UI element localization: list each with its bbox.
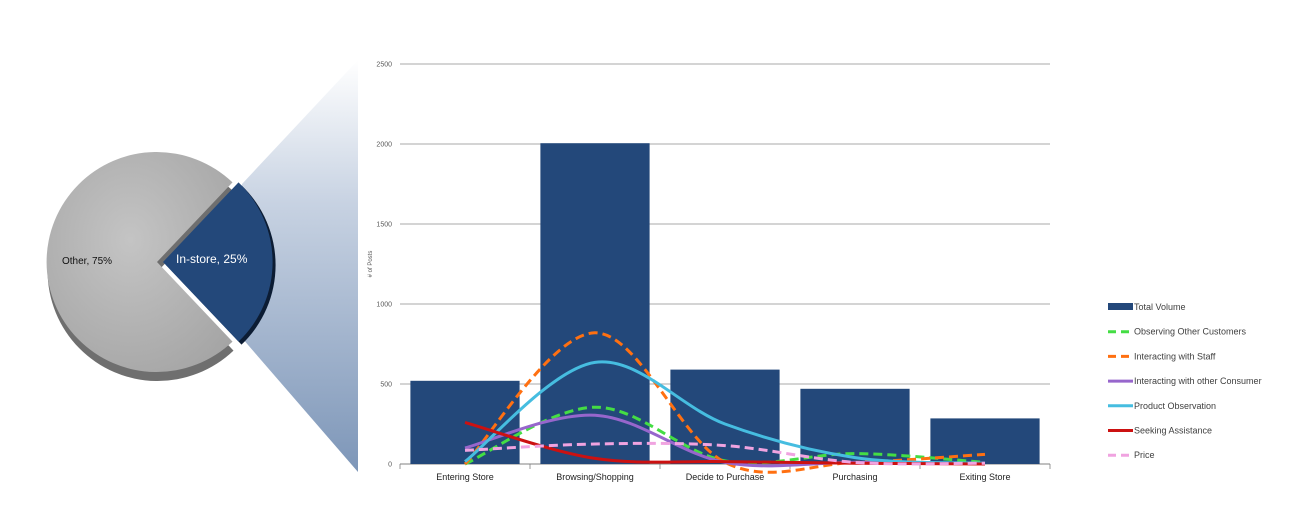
bars	[410, 143, 1040, 464]
legend-label: Interacting with Staff	[1134, 351, 1216, 361]
legend-label: Price	[1134, 450, 1155, 460]
y-axis-ticks: 0 500 1000 1500 2000 2500	[376, 62, 392, 469]
series-line-price	[464, 441, 986, 466]
x-axis-categories: Entering Store Browsing/Shopping Decide to…	[436, 472, 1010, 482]
bar-purchasing	[800, 388, 910, 464]
bar-chart: 0 500 1000 1500 2000 2500 # of Posts Entering…	[368, 62, 1262, 483]
legend-label: Observing Other Customers	[1134, 327, 1247, 337]
legend-label: Seeking Assistance	[1134, 426, 1212, 436]
y-tick-label: 2000	[376, 142, 392, 149]
x-category-label: Browsing/Shopping	[556, 472, 634, 482]
pie-chart: Other, 75% In-store, 25%	[46, 151, 276, 381]
zoom-connector	[242, 60, 358, 472]
y-tick-label: 500	[380, 382, 392, 389]
series-lines	[463, 331, 986, 474]
legend-label: Interacting with other Consumer	[1134, 376, 1262, 386]
y-tick-label: 0	[388, 462, 392, 469]
bar-exiting-store	[930, 418, 1040, 464]
y-tick-label: 2500	[376, 62, 392, 69]
x-category-label: Exiting Store	[959, 472, 1010, 482]
pie-label-in-store: In-store, 25%	[176, 252, 248, 266]
x-category-label: Purchasing	[832, 472, 877, 482]
legend: Total Volume Observing Other Customers Int…	[1108, 302, 1262, 460]
bar-browsing-shopping	[540, 143, 650, 464]
series-line-product-observation	[464, 360, 986, 465]
pie-label-other: Other, 75%	[62, 256, 112, 267]
legend-swatch	[1108, 303, 1133, 310]
x-category-label: Decide to Purchase	[686, 472, 765, 482]
y-axis-label: # of Posts	[368, 251, 374, 278]
y-tick-label: 1500	[376, 222, 392, 229]
pie-slice-other	[46, 151, 233, 372]
pie-slice-in-store	[163, 182, 273, 342]
legend-label: Total Volume	[1134, 302, 1186, 312]
x-category-label: Entering Store	[436, 472, 494, 482]
legend-label: Product Observation	[1134, 401, 1216, 411]
y-tick-label: 1000	[376, 302, 392, 309]
